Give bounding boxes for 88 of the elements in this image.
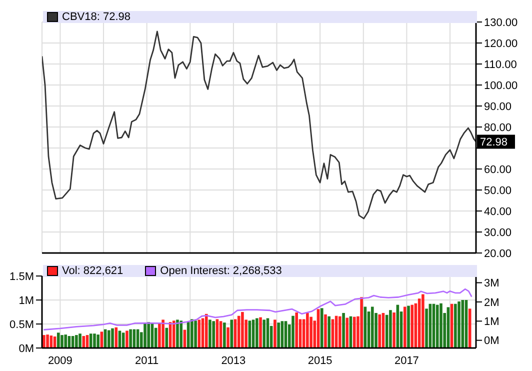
bar [96,334,100,348]
bar [241,312,244,348]
bar [162,320,164,348]
x-tick-label: 2015 [308,354,332,367]
bar [360,297,363,348]
bar [458,301,460,348]
bar [440,303,442,348]
bar [176,320,179,348]
bar [324,314,327,348]
y-tick-label: 120.00 [484,38,518,50]
y2-tick-label: 2M [484,296,500,309]
y-tick-label: 0M [18,342,34,355]
bar [75,335,78,348]
y-tick-label: 90.00 [484,100,512,113]
y-tick-label: 40.00 [484,206,512,218]
legend-label: CBV18: 72.98 [62,11,130,23]
bar [158,323,161,348]
bar [180,320,183,348]
y-tick-label: 20.00 [484,248,512,260]
y-tick-label: 60.00 [484,164,512,176]
bar [256,318,258,348]
bar [436,304,439,348]
bar [310,316,312,348]
bar [144,323,146,348]
bar [328,316,330,348]
legend-label: Vol: 822,621 [62,265,124,277]
bar [89,334,92,348]
bar [306,312,309,348]
bar [370,306,374,348]
bar [111,328,114,348]
bar [78,334,82,348]
bar [194,320,197,348]
y-tick-label: 30.00 [484,226,512,239]
bar [378,314,382,348]
bar [352,316,356,348]
bar [422,294,424,348]
bar [147,322,150,348]
y-tick-label: 1M [18,294,34,307]
y-tick-label: 130.00 [484,16,518,29]
bar [407,306,410,348]
bar [208,320,212,348]
bar [226,327,230,348]
bar [190,319,194,348]
bar [320,308,324,348]
y-tick-label: 80.00 [484,122,512,134]
bar [338,316,342,348]
annotation: 72.98 [480,136,508,149]
bar [56,332,60,348]
bar [262,320,266,348]
bar [403,306,406,348]
bar [60,335,64,348]
legend-label: Open Interest: 2,268,533 [160,265,282,277]
bar [389,310,392,348]
x-tick-label: 2013 [221,354,246,367]
y-tick-label: 1.5M [10,270,34,283]
bar [410,304,414,348]
y-tick-label: 110.00 [484,58,517,71]
bar [212,321,216,348]
bar [274,320,276,348]
x-tick-label: 2017 [394,354,419,367]
bar [237,316,240,348]
y2-tick-label: 3M [484,278,500,290]
line-series [43,288,472,330]
bar [46,334,49,348]
bar [342,312,345,348]
bar [126,330,128,348]
bar [172,320,176,348]
bar [64,334,67,348]
bar [295,312,298,348]
bar [93,334,96,348]
bar [392,312,396,348]
bar [277,322,280,348]
x-tick-label: 2009 [48,354,72,367]
y-tick-label: 100.00 [484,80,518,92]
x-tick-label: 2011 [134,354,159,367]
bar [454,304,457,348]
bar [129,329,132,348]
bar [198,320,201,348]
bar [259,317,262,348]
y-tick-label: 0.5M [10,318,34,331]
y-tick-label: 50.00 [484,184,512,197]
bar [223,322,226,348]
bar [108,330,110,348]
bar [114,327,118,348]
bar [230,320,234,348]
bar [292,316,294,348]
bar [346,318,349,348]
bar [204,314,208,348]
